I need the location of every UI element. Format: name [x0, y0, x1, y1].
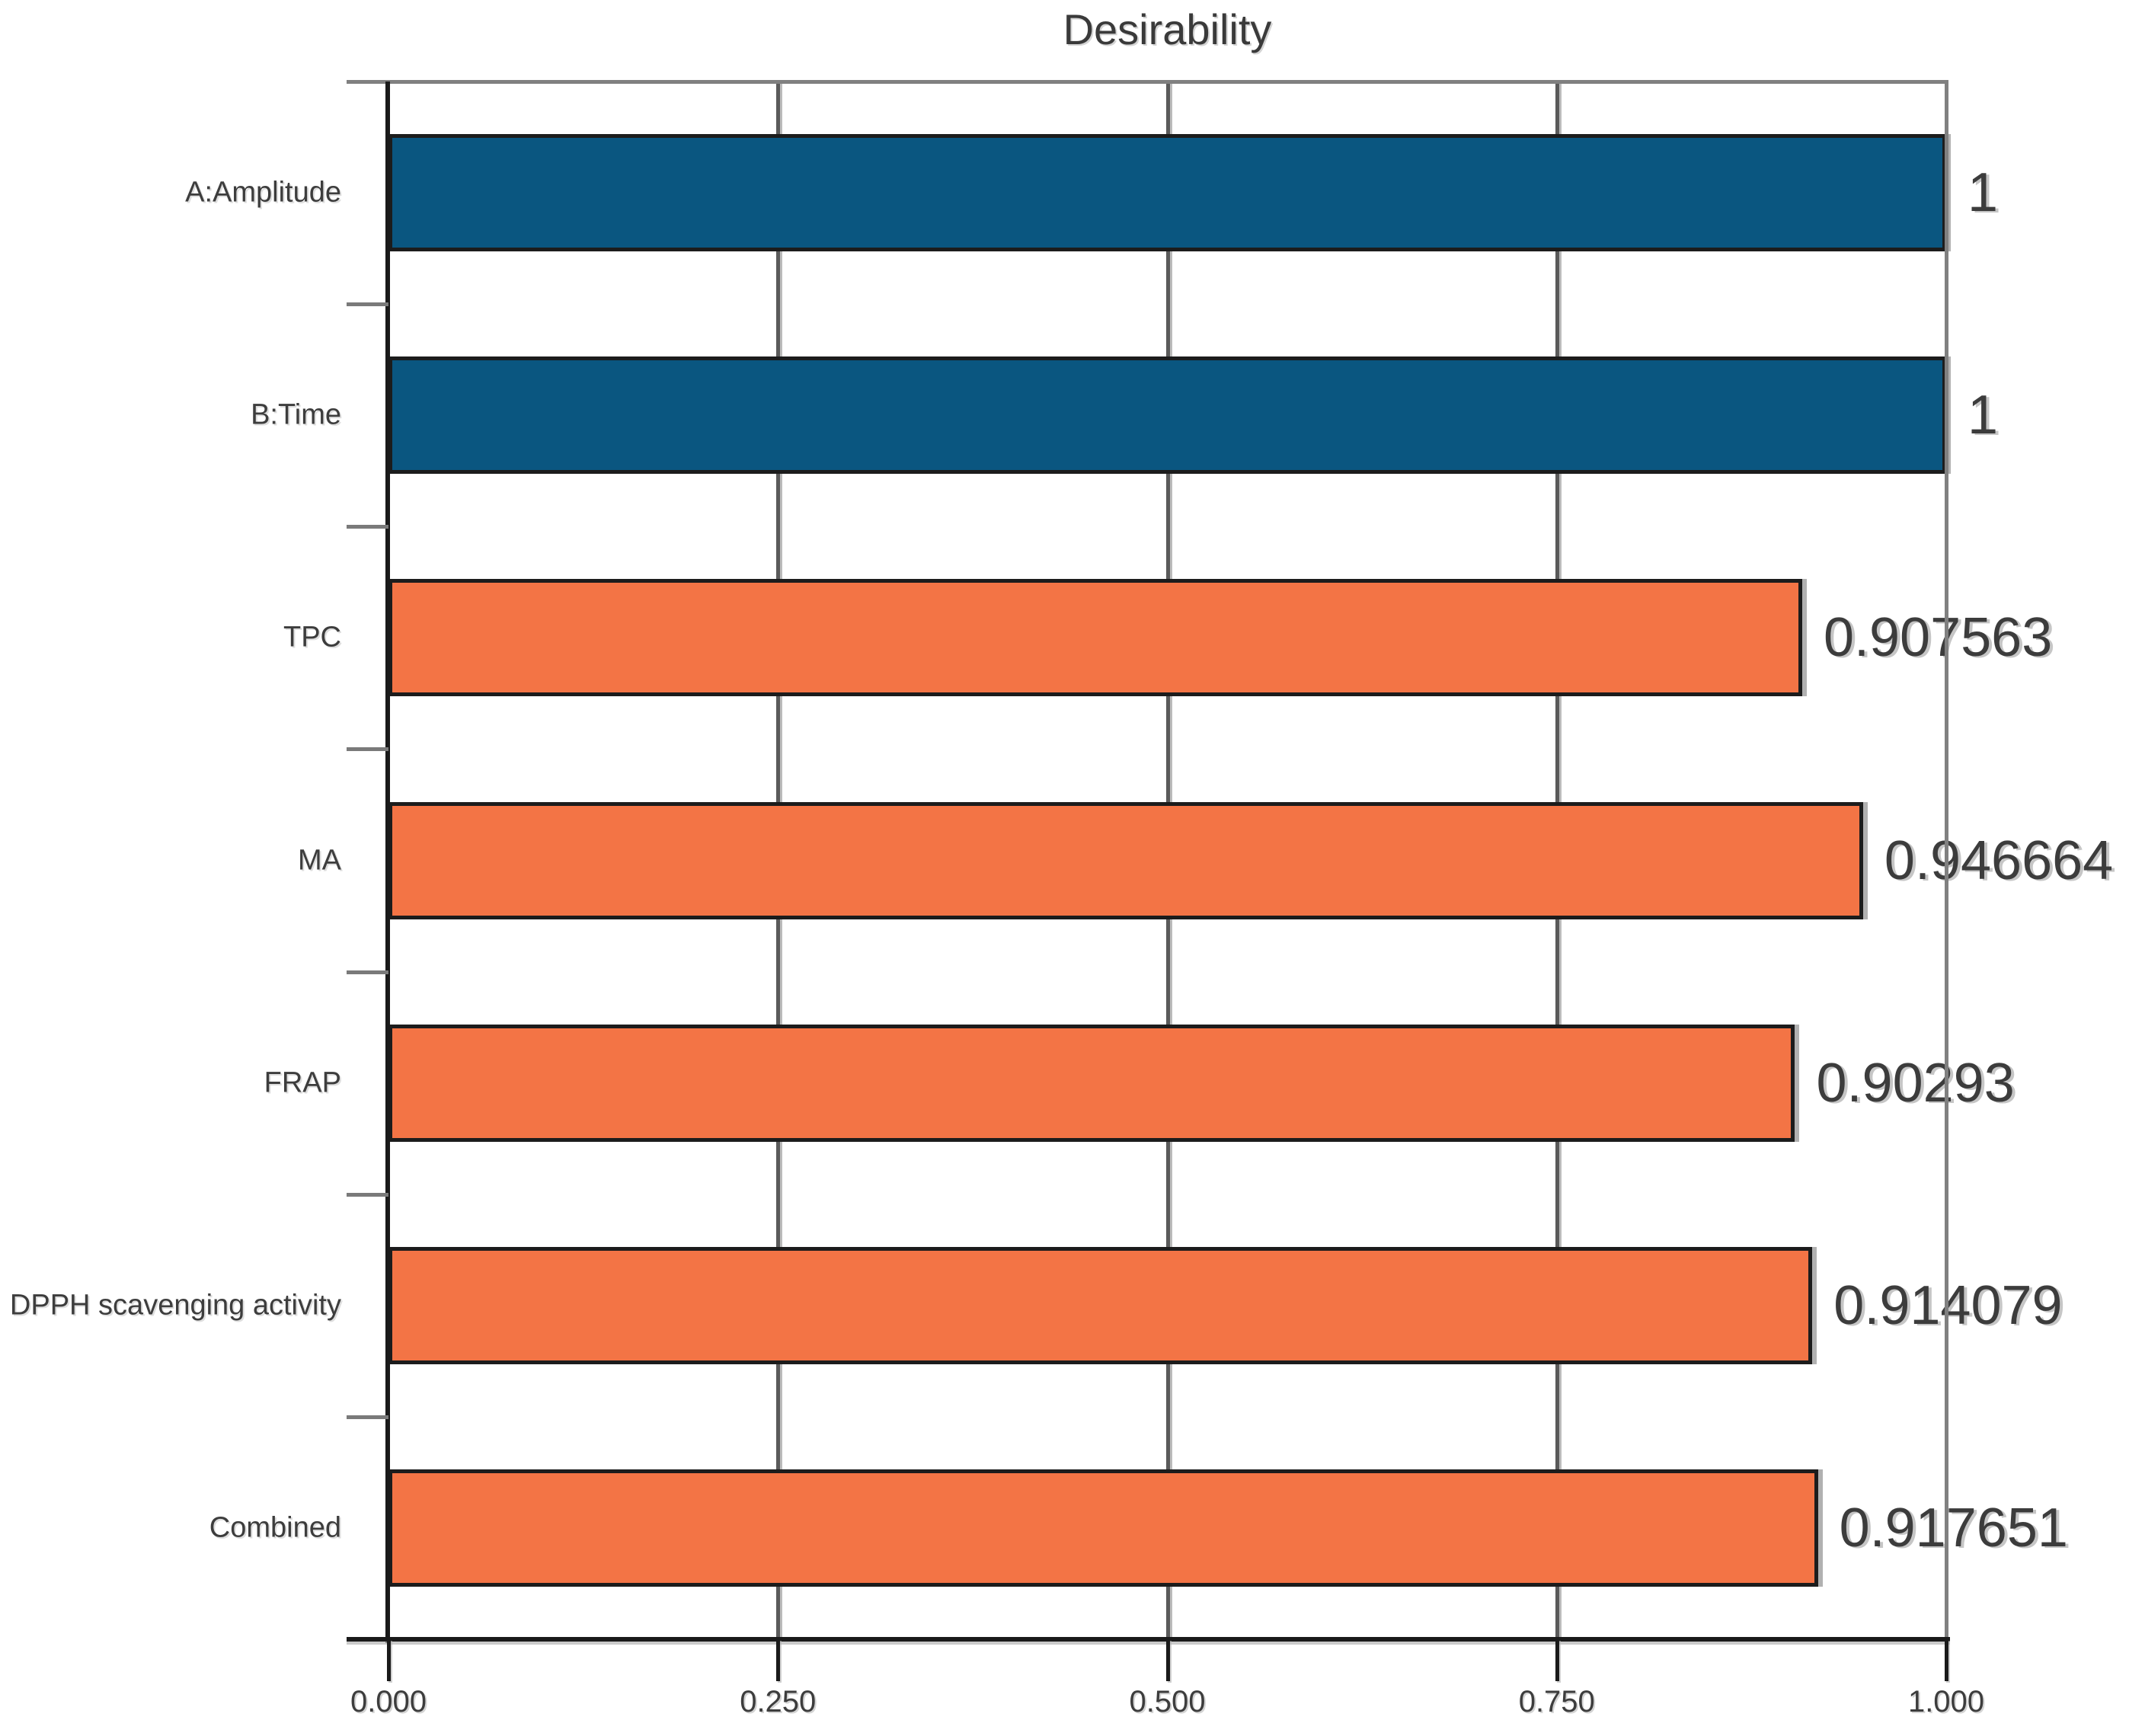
- bar: [388, 1469, 1818, 1587]
- x-tick-label: 0.250: [740, 1685, 817, 1718]
- y-axis-line: [385, 82, 390, 1643]
- category-label: MA: [298, 844, 341, 876]
- y-axis-tick: [347, 970, 388, 974]
- plot-frame-top: [347, 80, 1948, 84]
- bar: [388, 579, 1802, 697]
- x-axis-line: [347, 1637, 1950, 1642]
- x-axis-tick: [1165, 1639, 1170, 1681]
- bar: [388, 134, 1946, 252]
- bar-value-label: 1: [1968, 162, 1999, 224]
- bar: [388, 801, 1863, 919]
- bar-value-label: 0.946664: [1884, 830, 2114, 891]
- x-axis-tick: [776, 1639, 781, 1681]
- y-axis-tick: [347, 302, 388, 307]
- category-label: B:Time: [251, 398, 341, 431]
- bar-value-label: 1: [1968, 385, 1999, 446]
- x-tick-label: 0.000: [350, 1685, 427, 1718]
- x-tick-label: 0.500: [1129, 1685, 1206, 1718]
- bar: [388, 356, 1946, 475]
- category-label: A:Amplitude: [185, 176, 341, 209]
- plot-frame-right: [1945, 80, 1948, 1641]
- bar-value-label: 0.90293: [1816, 1052, 2015, 1114]
- category-label: DPPH scavenging activity: [9, 1289, 341, 1322]
- x-tick-label: 0.750: [1518, 1685, 1595, 1718]
- x-axis-tick: [387, 1639, 391, 1681]
- x-axis-tick: [1945, 1639, 1948, 1681]
- category-label: FRAP: [264, 1066, 341, 1099]
- y-axis-tick: [347, 1192, 388, 1197]
- x-axis-tick: [1555, 1639, 1559, 1681]
- bar-value-label: 0.917651: [1839, 1497, 2068, 1559]
- y-axis-tick: [347, 1415, 388, 1419]
- bar: [388, 1246, 1813, 1364]
- bar: [388, 1024, 1795, 1142]
- x-tick-label: 1.000: [1907, 1685, 1985, 1718]
- chart-title: Desirability: [1063, 5, 1272, 53]
- category-label: TPC: [283, 621, 341, 654]
- y-axis-tick: [347, 747, 388, 752]
- bar-value-label: 0.907563: [1823, 607, 2053, 669]
- category-label: Combined: [209, 1511, 341, 1544]
- y-axis-tick: [347, 525, 388, 529]
